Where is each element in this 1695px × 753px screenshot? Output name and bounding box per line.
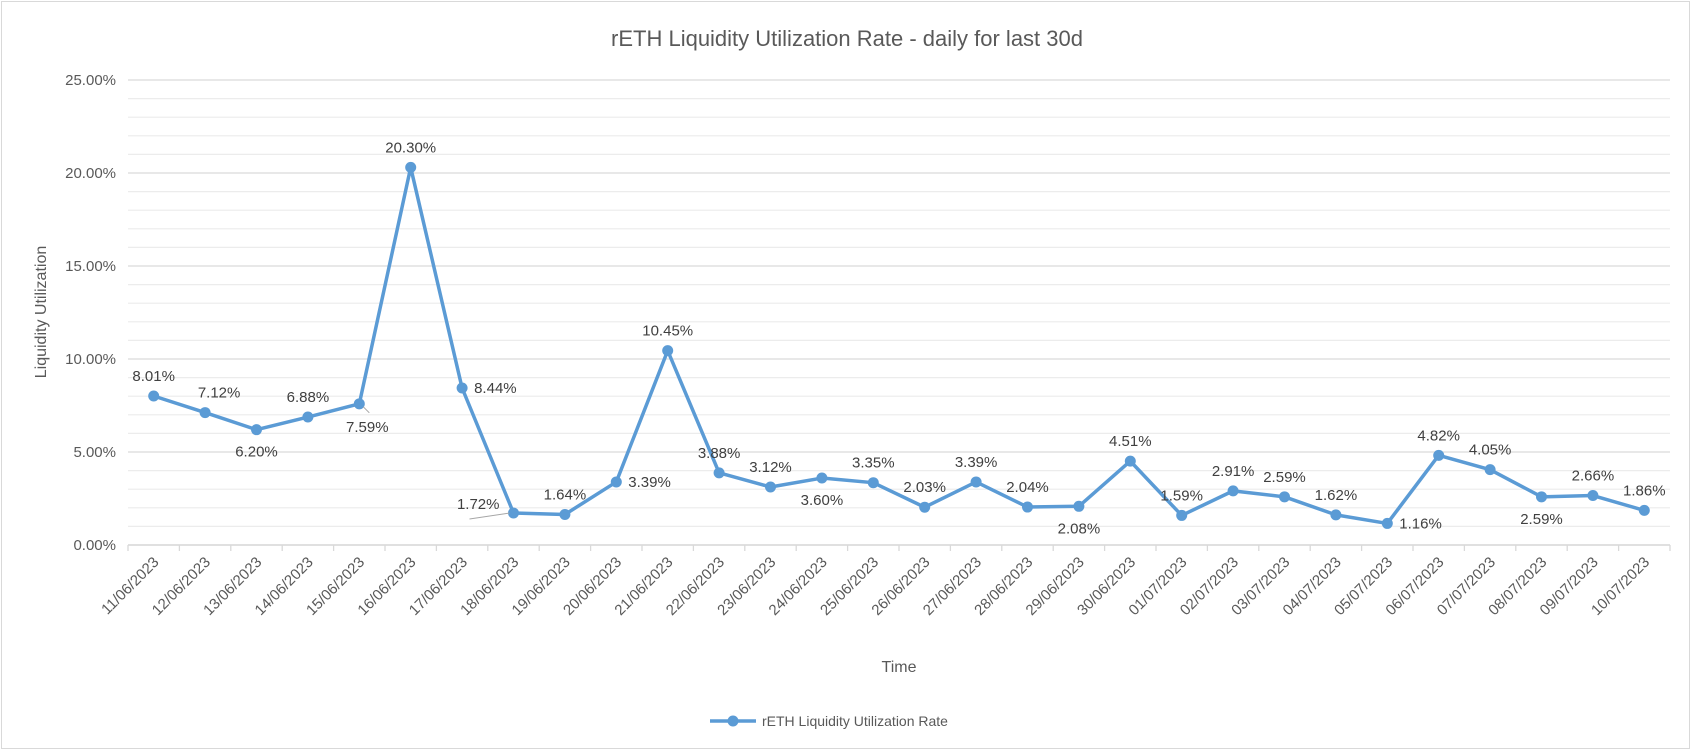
- series-line-path: [153, 165, 1645, 526]
- data-label: 20.30%: [385, 139, 436, 156]
- data-point: [199, 407, 211, 419]
- data-point: [405, 161, 417, 173]
- y-tick-label: 5.00%: [73, 444, 116, 461]
- data-label: 8.01%: [132, 368, 175, 385]
- data-label: 1.62%: [1315, 487, 1358, 504]
- data-label: 3.60%: [801, 492, 844, 509]
- data-point: [1176, 509, 1188, 521]
- data-label: 1.72%: [457, 496, 500, 513]
- data-point: [302, 411, 314, 423]
- data-label: 1.64%: [544, 486, 587, 503]
- data-point: [508, 507, 519, 519]
- data-point: [816, 472, 828, 484]
- y-tick-label: 25.00%: [65, 72, 116, 89]
- data-label: 2.08%: [1058, 520, 1101, 537]
- data-point: [353, 398, 365, 410]
- data-point: [1073, 500, 1085, 512]
- data-point: [1227, 485, 1239, 497]
- data-point: [1536, 491, 1547, 503]
- legend-point-marker: [727, 715, 739, 727]
- data-label: 1.86%: [1623, 482, 1666, 499]
- data-label: 2.04%: [1006, 479, 1049, 496]
- data-label: 4.82%: [1417, 427, 1460, 444]
- data-label: 6.88%: [287, 389, 330, 406]
- data-label: 3.88%: [698, 445, 741, 462]
- data-label: 7.12%: [198, 385, 241, 402]
- data-point: [765, 481, 776, 493]
- series-line: [148, 161, 1650, 529]
- data-point: [1330, 509, 1342, 521]
- y-axis-ticks: 0.00% 5.00% 10.00% 15.00% 20.00% 25.00%: [65, 72, 116, 554]
- y-axis-label: Liquidity Utilization: [33, 246, 50, 379]
- data-point: [1381, 517, 1393, 529]
- x-axis: 11/06/202312/06/202313/06/202314/06/2023…: [98, 544, 1671, 619]
- y-tick-label: 15.00%: [65, 258, 116, 275]
- data-point: [559, 508, 571, 520]
- data-point: [456, 382, 468, 394]
- data-point: [148, 390, 160, 402]
- data-point: [662, 345, 674, 357]
- gridlines: [128, 79, 1670, 546]
- data-label: 6.20%: [235, 444, 278, 461]
- data-point: [1279, 491, 1290, 503]
- data-label: 3.39%: [955, 454, 998, 471]
- data-label: 3.39%: [628, 474, 671, 491]
- leader-line: [362, 406, 370, 414]
- x-axis-label: Time: [882, 659, 917, 676]
- legend-label: rETH Liquidity Utilization Rate: [762, 713, 948, 729]
- leader-line: [469, 512, 510, 520]
- data-point: [610, 476, 622, 488]
- data-label: 1.16%: [1399, 515, 1442, 532]
- data-labels: 8.01% 7.12% 6.20% 6.88% 7.59% 20.30% 8.44% 1.72…: [132, 139, 1665, 537]
- data-point: [919, 501, 931, 513]
- data-point: [867, 477, 879, 489]
- data-label: 2.91%: [1212, 463, 1255, 480]
- data-point: [1587, 490, 1599, 502]
- y-tick-label: 20.00%: [65, 165, 116, 182]
- data-point: [1484, 464, 1496, 476]
- data-label: 4.51%: [1109, 433, 1152, 450]
- data-point: [1638, 504, 1650, 516]
- data-label: 8.44%: [474, 380, 517, 397]
- data-label: 2.66%: [1572, 468, 1615, 485]
- data-label: 2.59%: [1520, 511, 1563, 528]
- y-tick-label: 0.00%: [73, 537, 116, 554]
- data-label: 1.59%: [1160, 487, 1203, 504]
- chart-title: rETH Liquidity Utilization Rate - daily …: [611, 26, 1083, 51]
- data-point: [713, 467, 725, 479]
- data-label: 7.59%: [346, 419, 389, 436]
- data-point: [1433, 449, 1445, 461]
- data-point: [1124, 455, 1136, 467]
- legend: rETH Liquidity Utilization Rate: [710, 713, 948, 729]
- data-label: 3.35%: [852, 455, 895, 472]
- data-label: 10.45%: [642, 323, 693, 340]
- data-point: [1022, 501, 1033, 513]
- data-point: [251, 424, 262, 436]
- data-point: [970, 476, 982, 488]
- data-label: 2.03%: [903, 479, 946, 496]
- data-label: 3.12%: [749, 459, 792, 476]
- y-tick-label: 10.00%: [65, 351, 116, 368]
- data-label: 2.59%: [1263, 469, 1306, 486]
- data-label: 4.05%: [1469, 442, 1512, 459]
